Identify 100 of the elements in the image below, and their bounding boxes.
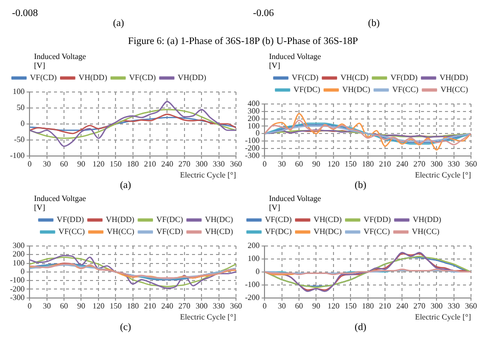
legend-label: VH(DD) (106, 215, 135, 224)
legend-label: VF(DD) (390, 73, 418, 82)
y-tick-label: 400 (248, 99, 260, 108)
x-tick-label: 120 (92, 302, 104, 311)
y-tick-label: -100 (10, 150, 25, 160)
x-tick-label: 240 (396, 160, 408, 169)
x-axis-title: Electric Cycle [°] (414, 312, 472, 322)
legend-label: VH(DD) (440, 73, 468, 82)
text: (d) (354, 322, 368, 333)
legend-label: VH(CD) (340, 73, 369, 82)
legend-label: VF(DC) (294, 85, 321, 94)
y-tick-label: 0 (20, 266, 25, 276)
x-tick-label: 60 (60, 160, 68, 169)
y-axis-title: Induced Voltage [V] (269, 52, 329, 70)
y-tick-label: -200 (244, 292, 260, 302)
legend-label: VH(DC) (342, 85, 371, 94)
legend-label: VF(CD) (265, 215, 292, 224)
y-tick-label: 300 (12, 241, 25, 250)
x-tick-label: 300 (196, 160, 208, 169)
legend-label: VH(CD) (205, 227, 234, 236)
x-tick-label: 60 (295, 302, 304, 311)
x-tick-label: 0 (262, 302, 267, 311)
y-tick-label: -300 (244, 150, 260, 160)
y-tick-label: -200 (10, 284, 25, 294)
y-tick-label: -200 (244, 143, 260, 152)
y-tick-label: 300 (248, 106, 260, 116)
y-tick-label: 50 (16, 103, 25, 112)
x-tick-label: 210 (379, 302, 392, 311)
legend-label: VF(CC) (392, 85, 419, 94)
y-tick-label: -300 (10, 292, 25, 302)
x-tick-label: 120 (92, 160, 104, 169)
x-tick-label: 210 (144, 160, 156, 169)
x-tick-label: 300 (430, 160, 443, 169)
caption: Figure 6: (a) 1-Phase of 36S-18P (b) U-Phase of 36S-18P (127, 36, 359, 47)
x-tick-label: 330 (212, 160, 225, 169)
y-tick-label: 200 (12, 250, 25, 259)
x-tick-label: 240 (396, 302, 408, 311)
x-tick-label: 360 (230, 302, 242, 311)
text: -0.06 (253, 8, 274, 19)
x-tick-label: 60 (295, 160, 304, 169)
legend-label: VH(CC) (106, 227, 135, 236)
x-tick-label: 120 (327, 302, 340, 311)
legend-label: VF(CD) (156, 227, 184, 236)
x-tick-label: 330 (212, 302, 225, 311)
y-tick-label: 100 (248, 121, 260, 130)
x-tick-label: 150 (344, 160, 357, 169)
y-tick-label: -50 (14, 134, 25, 144)
x-tick-label: 330 (448, 160, 460, 169)
legend-label: VH(CD) (314, 215, 342, 224)
x-tick-label: 90 (77, 302, 86, 311)
x-tick-label: 360 (465, 160, 477, 169)
x-axis-title: Electric Cycle [°] (414, 170, 472, 180)
x-tick-label: 60 (60, 302, 68, 311)
x-tick-label: 360 (230, 160, 242, 169)
x-tick-label: 0 (262, 160, 267, 169)
x-tick-label: 240 (161, 302, 174, 311)
text: (b) (368, 18, 380, 29)
text: (a) (118, 180, 132, 191)
x-tick-label: 330 (448, 302, 460, 311)
text: (c) (118, 322, 132, 333)
y-tick-label: 200 (248, 241, 260, 250)
line-series (30, 100, 236, 147)
y-tick-label: 0 (256, 128, 260, 138)
x-tick-label: 150 (110, 160, 122, 169)
y-tick-label: 100 (248, 254, 260, 264)
legend-label: VH(CC) (412, 227, 440, 236)
x-tick-label: 360 (465, 302, 477, 311)
y-axis-title: Induced Voltage [V] (269, 194, 329, 212)
legend-label: VF(DD) (56, 215, 84, 224)
x-tick-label: 240 (161, 160, 174, 169)
y-axis-title: Induced Voltage [V] (34, 52, 94, 70)
x-tick-label: 210 (379, 160, 392, 169)
x-tick-label: 120 (327, 160, 340, 169)
x-tick-label: 30 (278, 160, 286, 169)
x-tick-label: 180 (362, 302, 374, 311)
legend-label: VF(CC) (364, 227, 390, 236)
x-tick-label: 210 (144, 302, 156, 311)
legend-label: VF(CD) (30, 73, 58, 82)
x-tick-label: 270 (413, 160, 426, 169)
legend-label: VF(DC) (265, 227, 292, 236)
legend-label: VF(DC) (156, 215, 184, 224)
x-tick-label: 300 (196, 302, 208, 311)
x-tick-label: 300 (430, 302, 443, 311)
x-axis-title: Electric Cycle [°] (180, 170, 236, 180)
x-tick-label: 270 (413, 302, 426, 311)
text: (b) (354, 180, 368, 191)
text: -0.008 (12, 8, 38, 19)
x-tick-label: 270 (178, 302, 190, 311)
x-tick-label: 30 (278, 302, 286, 311)
x-tick-label: 90 (312, 302, 320, 311)
x-tick-label: 270 (178, 160, 190, 169)
x-tick-label: 150 (110, 302, 122, 311)
y-tick-label: 100 (12, 258, 25, 268)
x-tick-label: 0 (28, 160, 32, 169)
x-tick-label: 0 (28, 302, 32, 311)
text: (a) (113, 18, 124, 29)
legend-label: VF(DD) (364, 215, 392, 224)
x-tick-label: 180 (126, 160, 139, 169)
line-series (30, 114, 236, 134)
x-axis-title: Electric Cycle [°] (180, 312, 236, 322)
